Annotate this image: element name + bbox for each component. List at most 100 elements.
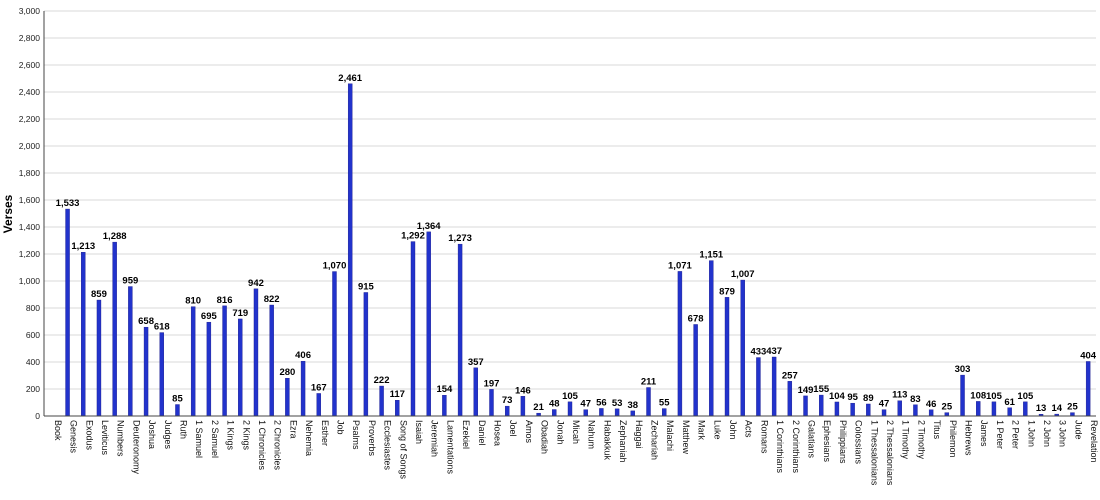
category-label: 2 Thessalonians [885,420,895,486]
category-label: Zephaniah [618,420,628,463]
category-label: Ecclesiastes [383,420,393,471]
data-label: 146 [515,385,531,396]
data-label: 816 [217,295,233,306]
bar [960,374,965,417]
bar [175,404,180,417]
data-label: 55 [659,398,670,409]
data-label: 56 [596,397,607,408]
data-label: 303 [955,364,971,375]
category-label: Philemon [948,420,958,458]
y-tick-label: 800 [26,303,40,313]
category-label: Nehemia [304,420,314,456]
y-tick-label: 3,000 [19,6,41,16]
gridlines [44,10,1096,417]
bar [803,395,808,417]
category-label: Habakkuk [602,420,612,461]
category-label: 2 Peter [1011,420,1021,449]
bar [81,252,86,417]
bar [819,394,824,417]
y-tick-label: 2,600 [19,60,41,70]
data-label: 1,151 [699,250,723,261]
data-label: 53 [612,398,623,409]
bar [457,243,463,417]
data-label: 105 [986,391,1003,402]
bar [190,306,196,417]
bar [347,83,353,417]
y-tick-label: 0 [35,411,40,421]
data-label: 1,071 [668,260,692,271]
category-label: 3 John [1058,420,1068,447]
data-label: 25 [942,402,953,413]
data-label: 810 [185,296,201,307]
data-label: 61 [1004,397,1015,408]
bar [520,396,526,417]
bar [599,408,604,417]
category-label: Jeremiah [430,420,440,457]
bar [881,409,887,417]
y-tick-label: 600 [26,330,40,340]
category-label: Jonah [555,420,565,445]
category-label: 2 Timothy [916,420,926,460]
y-tick-label: 2,000 [19,141,41,151]
data-label: 280 [279,367,295,378]
category-label: 2 Corinthians [791,420,801,474]
category-label: Mark [697,420,707,440]
bars [65,83,1091,417]
category-label: Deuteronomy [131,420,141,475]
data-label: 108 [970,390,986,401]
data-label: 406 [295,350,311,361]
category-label: Matthew [681,420,691,455]
data-label: 25 [1067,402,1078,413]
data-label: 85 [172,394,183,405]
bar [913,404,918,417]
category-label: Malachi [665,420,675,451]
bar [112,241,117,417]
category-label: Joshua [147,420,157,449]
category-label: Joel [508,420,518,437]
bar [614,408,620,417]
bar [128,286,133,417]
bar [238,318,243,417]
data-label: 154 [436,384,453,395]
category-label: 1 Kings [226,420,236,451]
category-label: Colossians [854,420,864,465]
category-label: Isaiah [414,420,424,444]
category-label: Ephesians [822,420,832,463]
data-label: 719 [232,308,248,319]
y-tick-label: 400 [26,357,40,367]
data-label: 1,292 [401,231,425,242]
bar [677,271,683,417]
category-label: Leviticus [100,420,110,456]
data-label: 167 [311,382,327,393]
category-label: Revelation [1089,420,1099,463]
category-label: Exodus [84,420,94,451]
category-label: Haggai [634,420,644,449]
bar [143,326,149,417]
data-label: 21 [533,402,544,413]
bar [991,401,997,417]
data-label: 197 [484,378,500,389]
category-label: 1 Timothy [901,420,911,460]
bar [379,385,384,417]
bar [787,381,793,417]
category-label: Numbers [116,420,126,457]
data-label: 1,213 [71,241,95,252]
category-label: 1 Peter [995,420,1005,449]
bar [944,412,950,417]
bar [65,208,70,417]
category-label: Obadiah [540,420,550,454]
category-label: Lamentations [445,420,455,475]
data-label: 117 [390,389,405,400]
category-label: Hosea [492,420,502,446]
y-tick-label: 1,800 [19,168,41,178]
data-label: 1,288 [103,231,127,242]
data-label: 105 [1017,391,1034,402]
category-label: Book [53,420,63,441]
y-tick-label: 1,400 [19,222,41,232]
data-label: 879 [719,286,735,297]
data-label: 618 [154,322,170,333]
bar [709,260,714,417]
data-label: 47 [580,399,591,410]
data-label: 13 [1036,403,1047,414]
data-label: 437 [766,346,782,357]
